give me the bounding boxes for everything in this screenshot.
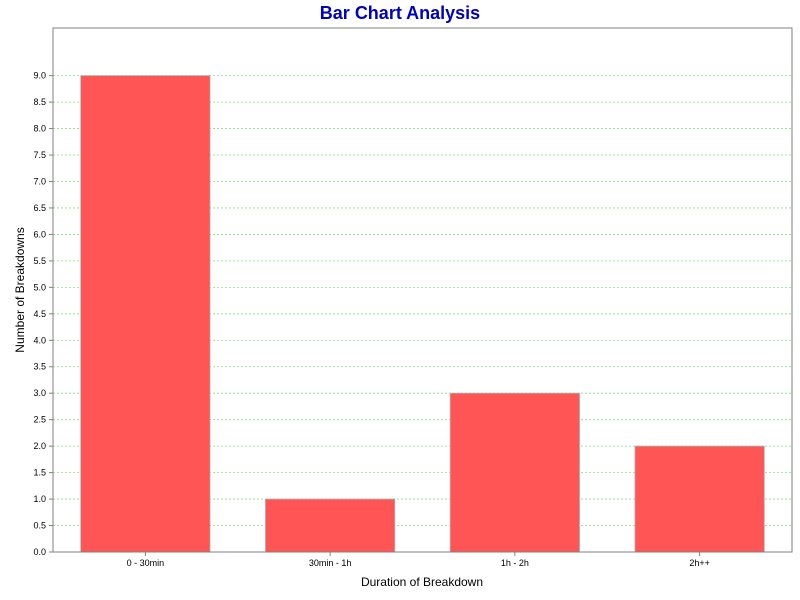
y-tick-label: 2.0 bbox=[33, 441, 46, 451]
x-axis-label: Duration of Breakdown bbox=[361, 575, 483, 589]
x-tick-label: 2h++ bbox=[689, 558, 710, 568]
y-tick-label: 6.0 bbox=[33, 229, 46, 239]
y-tick-label: 6.5 bbox=[33, 203, 46, 213]
y-tick-label: 0.0 bbox=[33, 547, 46, 557]
y-tick-label: 8.5 bbox=[33, 97, 46, 107]
chart-title: Bar Chart Analysis bbox=[320, 3, 480, 23]
y-tick-labels: 0.0 0.5 1.0 1.5 2.0 2.5 3.0 3.5 4.0 4.5 5.0 5.5 6.0 6… bbox=[33, 71, 46, 557]
x-tick-label: 1h - 2h bbox=[501, 558, 529, 568]
bars bbox=[80, 75, 765, 553]
y-tick-label: 5.0 bbox=[33, 282, 46, 292]
x-tick-label: 0 - 30min bbox=[127, 558, 165, 568]
y-tick-label: 3.0 bbox=[33, 388, 46, 398]
x-tick-label: 30min - 1h bbox=[309, 558, 352, 568]
bar-3 bbox=[634, 445, 765, 553]
grid-lines bbox=[53, 75, 792, 526]
plot-frame bbox=[52, 27, 793, 553]
y-tick-label: 7.0 bbox=[33, 176, 46, 186]
y-tick-label: 2.5 bbox=[33, 415, 46, 425]
y-tick-label: 7.5 bbox=[33, 150, 46, 160]
y-tick-label: 4.0 bbox=[33, 335, 46, 345]
bar-2 bbox=[449, 392, 580, 553]
y-tick-label: 3.5 bbox=[33, 362, 46, 372]
y-tick-label: 5.5 bbox=[33, 256, 46, 266]
x-tick-labels: 0 - 30min 30min - 1h 1h - 2h 2h++ bbox=[127, 558, 710, 568]
y-tick-label: 9.0 bbox=[33, 71, 46, 81]
y-tick-label: 4.5 bbox=[33, 309, 46, 319]
y-tick-label: 1.5 bbox=[33, 468, 46, 478]
y-tick-label: 8.0 bbox=[33, 124, 46, 134]
bar-0 bbox=[80, 75, 211, 553]
y-tick-label: 1.0 bbox=[33, 494, 46, 504]
axes bbox=[49, 27, 793, 556]
bar-1 bbox=[265, 498, 396, 553]
y-tick-label: 0.5 bbox=[33, 521, 46, 531]
y-axis-label: Number of Breakdowns bbox=[13, 227, 27, 352]
